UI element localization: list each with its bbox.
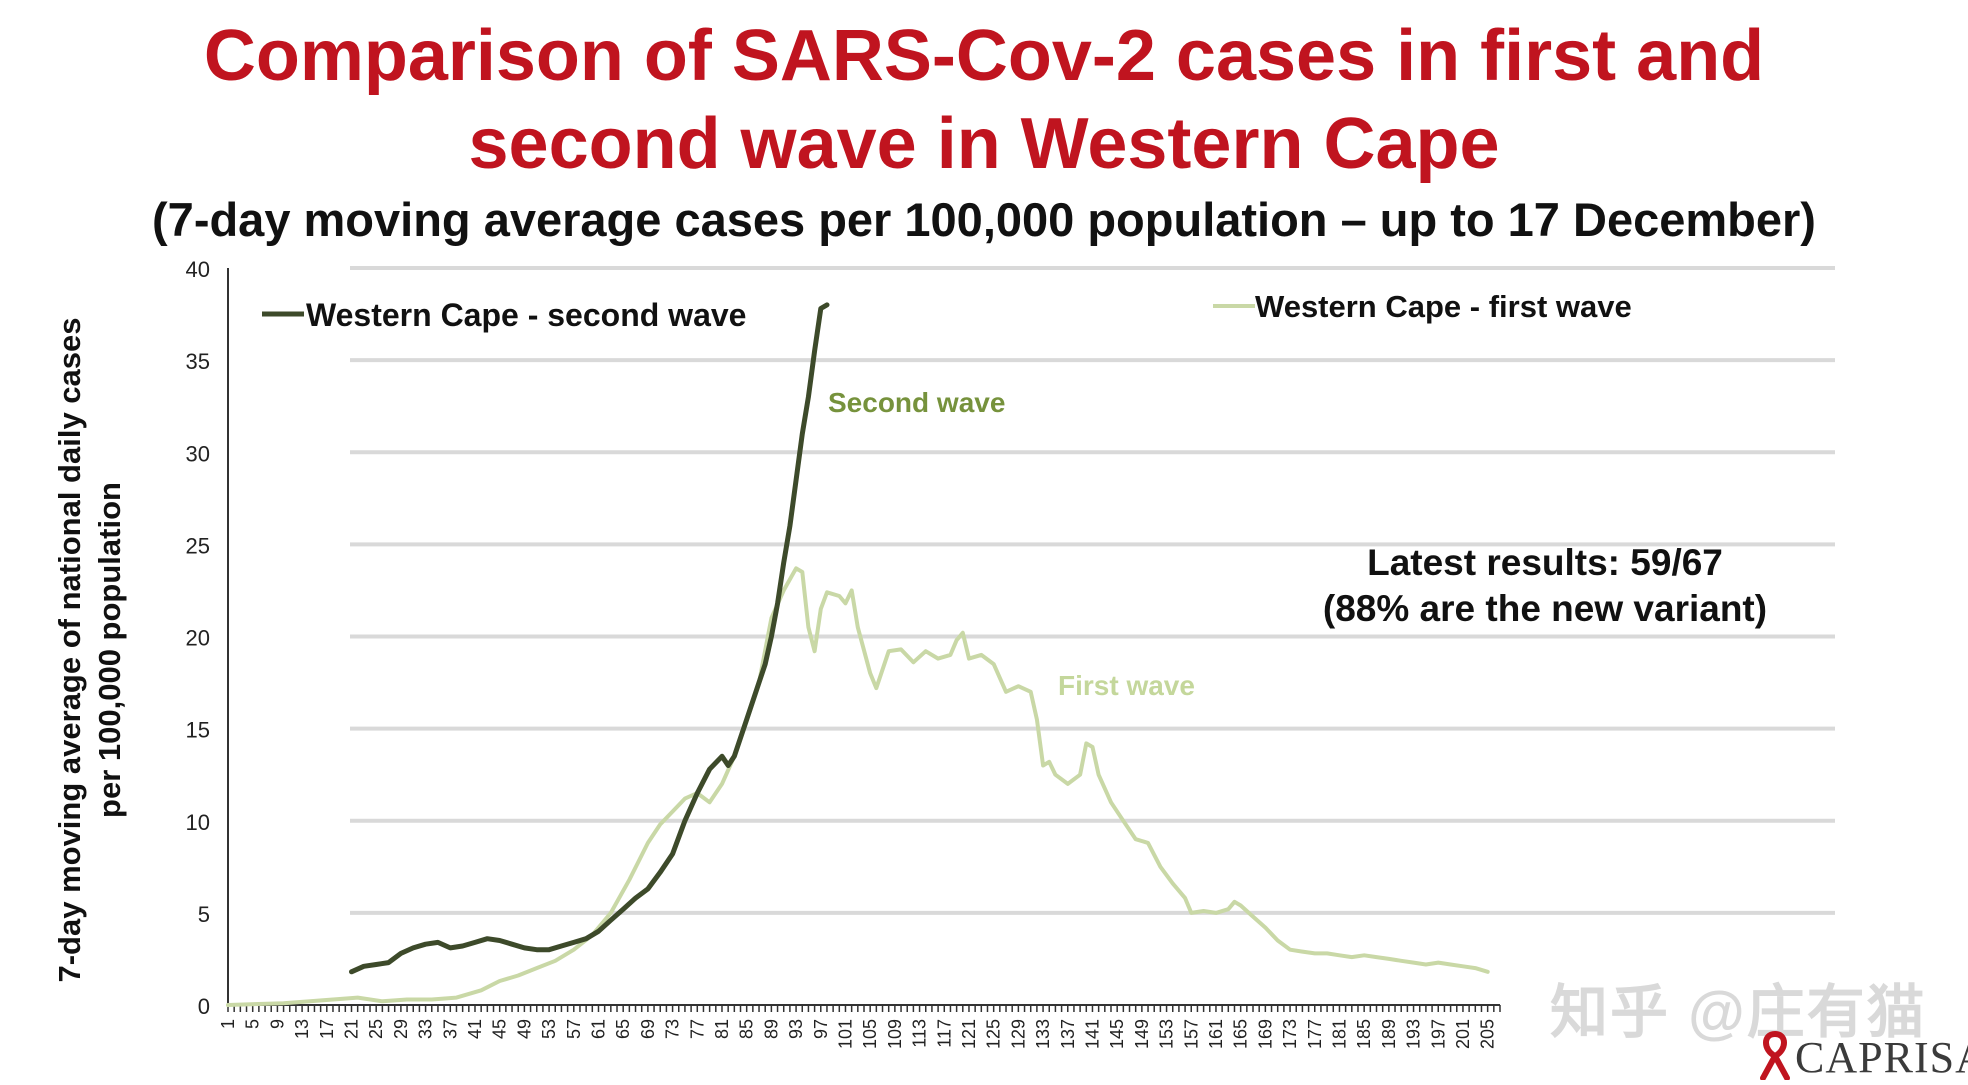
- x-tick-label-73: 73: [663, 1019, 683, 1039]
- y-tick-label-5: 5: [198, 902, 210, 927]
- y-tick-label-0: 0: [198, 994, 210, 1019]
- x-tick-label-57: 57: [564, 1019, 584, 1039]
- annotation-first-wave: First wave: [1058, 670, 1195, 701]
- x-tick-label-5: 5: [243, 1019, 263, 1029]
- x-tick-label-177: 177: [1305, 1019, 1325, 1049]
- y-tick-label-20: 20: [186, 626, 210, 651]
- x-tick-label-17: 17: [317, 1019, 337, 1039]
- x-tick-label-13: 13: [292, 1019, 312, 1039]
- x-tick-label-133: 133: [1033, 1019, 1053, 1049]
- y-tick-label-25: 25: [186, 533, 210, 558]
- legend-label-first-wave: Western Cape - first wave: [1255, 289, 1632, 324]
- x-tick-label-197: 197: [1428, 1019, 1448, 1049]
- x-tick-label-205: 205: [1478, 1019, 1498, 1049]
- x-tick-label-141: 141: [1082, 1019, 1102, 1049]
- x-tick-label-117: 117: [934, 1019, 954, 1048]
- y-tick-label-40: 40: [186, 257, 210, 282]
- x-tick-label-101: 101: [835, 1019, 855, 1049]
- x-tick-label-49: 49: [514, 1019, 534, 1039]
- series-line-first-wave: [226, 566, 1490, 1007]
- annotation-second-wave: Second wave: [828, 387, 1005, 418]
- x-tick-label-181: 181: [1329, 1019, 1349, 1049]
- x-tick-label-89: 89: [761, 1019, 781, 1039]
- x-tick-label-37: 37: [440, 1019, 460, 1039]
- x-tick-label-121: 121: [959, 1019, 979, 1049]
- x-tick-label-161: 161: [1206, 1019, 1226, 1049]
- x-tick-label-53: 53: [539, 1019, 559, 1039]
- x-tick-label-93: 93: [786, 1019, 806, 1039]
- x-tick-label-157: 157: [1181, 1019, 1201, 1049]
- x-tick-label-33: 33: [416, 1019, 436, 1039]
- chart-title: Comparison of SARS-Cov-2 cases in first …: [0, 12, 1968, 188]
- x-tick-label-41: 41: [465, 1019, 485, 1039]
- caprisa-logo-text: CAPRISA: [1795, 1033, 1968, 1082]
- latest-results-line-2: (88% are the new variant): [1322, 588, 1768, 629]
- x-tick-label-169: 169: [1255, 1019, 1275, 1049]
- latest-results-line-1: Latest results: 59/67: [1367, 542, 1723, 583]
- x-tick-label-1: 1: [218, 1019, 238, 1029]
- latest-results-annotation: Latest results: 59/67 (88% are the new v…: [1310, 540, 1780, 632]
- zhihu-watermark: 知乎 @庄有猫: [1550, 980, 1927, 1045]
- chart-subtitle: (7-day moving average cases per 100,000 …: [152, 193, 1816, 246]
- x-tick-label-125: 125: [984, 1019, 1004, 1049]
- x-tick-label-165: 165: [1231, 1019, 1251, 1049]
- legend-label-second-wave: Western Cape - second wave: [306, 297, 746, 333]
- x-tick-label-9: 9: [267, 1019, 287, 1029]
- x-tick-label-81: 81: [712, 1019, 732, 1039]
- x-tick-label-21: 21: [341, 1019, 361, 1039]
- red-ribbon-icon: [1760, 1030, 1790, 1081]
- chart-title-line-2: second wave in Western Cape: [468, 104, 1500, 184]
- x-tick-label-145: 145: [1107, 1019, 1127, 1049]
- x-tick-label-149: 149: [1132, 1019, 1152, 1049]
- x-tick-label-201: 201: [1453, 1019, 1473, 1049]
- x-tick-label-109: 109: [885, 1019, 905, 1049]
- x-tick-label-193: 193: [1404, 1019, 1424, 1049]
- x-tick-label-45: 45: [490, 1019, 510, 1039]
- x-tick-label-29: 29: [391, 1019, 411, 1039]
- caprisa-logo: CAPRISA: [1755, 1030, 1968, 1082]
- x-tick-label-189: 189: [1379, 1019, 1399, 1049]
- chart-title-line-1: Comparison of SARS-Cov-2 cases in first …: [203, 16, 1765, 96]
- y-tick-label-15: 15: [186, 718, 210, 743]
- x-tick-label-153: 153: [1157, 1019, 1177, 1049]
- x-tick-label-97: 97: [811, 1019, 831, 1039]
- y-tick-label-10: 10: [186, 810, 210, 835]
- x-tick-label-173: 173: [1280, 1019, 1300, 1049]
- x-tick-label-65: 65: [613, 1019, 633, 1039]
- x-tick-label-69: 69: [638, 1019, 658, 1039]
- x-tick-label-137: 137: [1058, 1019, 1078, 1049]
- series-line-second-wave: [349, 302, 830, 975]
- x-tick-label-77: 77: [687, 1019, 707, 1039]
- y-tick-label-30: 30: [186, 441, 210, 466]
- x-tick-label-105: 105: [860, 1019, 880, 1049]
- x-tick-label-185: 185: [1354, 1019, 1374, 1049]
- x-tick-label-129: 129: [1008, 1019, 1028, 1049]
- y-tick-label-35: 35: [186, 349, 210, 374]
- x-tick-label-113: 113: [910, 1019, 930, 1048]
- x-tick-label-85: 85: [737, 1019, 757, 1039]
- x-tick-label-61: 61: [588, 1019, 608, 1039]
- x-tick-label-25: 25: [366, 1019, 386, 1039]
